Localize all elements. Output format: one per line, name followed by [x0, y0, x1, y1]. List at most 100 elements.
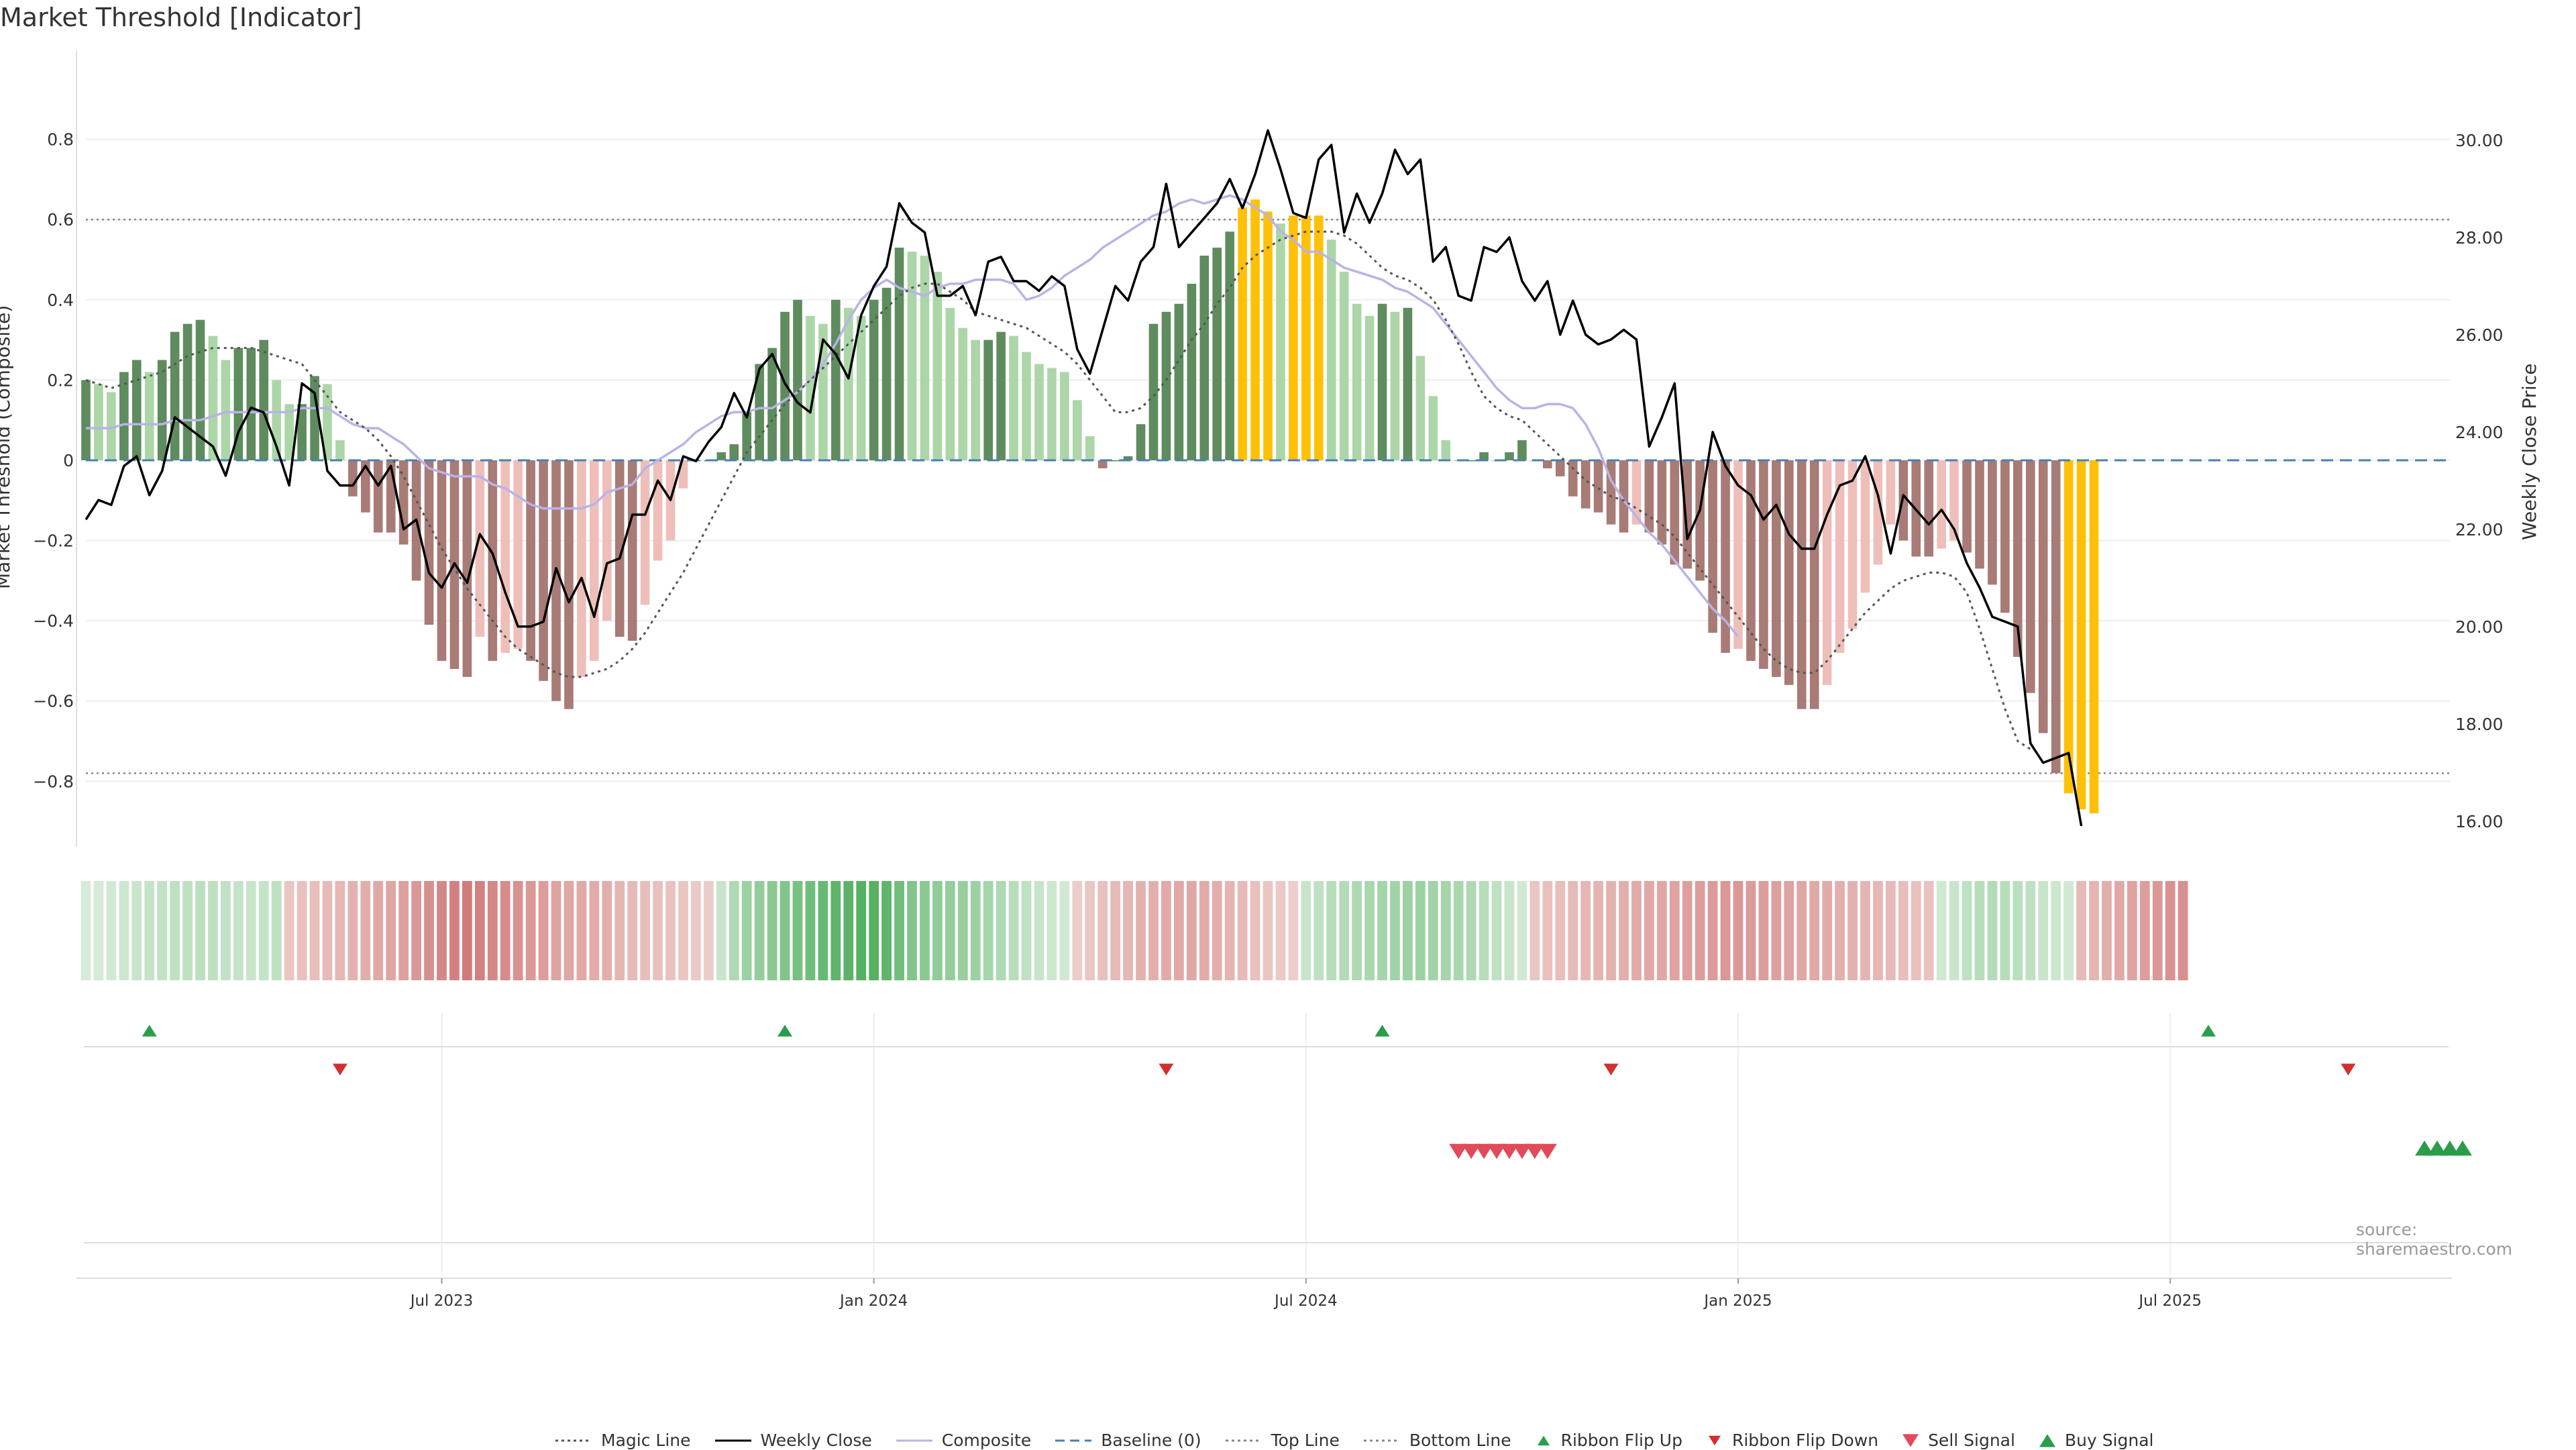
composite-bar — [1377, 303, 1387, 460]
composite-bar — [1136, 424, 1146, 460]
composite-bar — [2000, 460, 2010, 613]
composite-bar — [1937, 460, 1946, 549]
y-tick-label: −0.4 — [33, 611, 74, 631]
legend-item: Baseline (0) — [1054, 1431, 1201, 1450]
composite-bar — [246, 348, 256, 460]
composite-bar — [81, 380, 91, 460]
ribbon-cell — [1695, 881, 1705, 980]
ribbon-cell — [182, 881, 193, 980]
ribbon-cell — [1453, 881, 1464, 980]
ribbon-cell — [1517, 881, 1527, 980]
buy-signal-marker — [2428, 1140, 2447, 1156]
composite-bar — [1123, 456, 1133, 460]
composite-bar — [551, 460, 561, 701]
composite-bar — [1721, 460, 1730, 653]
composite-bar — [2038, 460, 2048, 733]
y-tick-label: −0.6 — [33, 692, 74, 711]
ribbon-flip-up-marker — [777, 1025, 793, 1037]
ribbon-cell — [678, 881, 688, 980]
composite-bar — [1949, 460, 1959, 541]
composite-bar — [373, 460, 383, 533]
y-tick-label: 0.6 — [47, 210, 74, 229]
composite-bar — [742, 412, 752, 460]
composite-bar — [310, 376, 319, 460]
legend-label: Weekly Close — [760, 1431, 872, 1450]
ribbon-cell — [195, 881, 205, 980]
ribbon-cell — [640, 881, 651, 980]
composite-bar — [1060, 372, 1069, 460]
composite-bar — [843, 307, 853, 460]
composite-bar — [831, 299, 841, 460]
ribbon-cell — [1949, 881, 1960, 980]
composite-bar — [894, 248, 904, 460]
sell-signal-marker — [1499, 1143, 1519, 1159]
ribbon-cell — [703, 881, 714, 980]
ribbon-cell — [360, 881, 371, 980]
composite-bar — [1479, 452, 1489, 460]
buy-signal-marker — [2440, 1140, 2459, 1156]
ribbon-cell — [309, 881, 320, 980]
composite-bar — [1276, 223, 1285, 460]
composite-bar — [335, 440, 345, 460]
sell-signal-marker — [1449, 1143, 1468, 1159]
ribbon-cell — [1352, 881, 1362, 980]
ribbon-cell — [1835, 881, 1845, 980]
ribbon-cell — [2165, 881, 2176, 980]
right-tick-label: 22.00 — [2455, 520, 2504, 539]
ribbon-cell — [398, 881, 409, 980]
ribbon-cell — [818, 881, 828, 980]
composite-bar — [1072, 400, 1082, 460]
ribbon-cell — [1784, 881, 1794, 980]
ribbon-cell — [1313, 881, 1324, 980]
ribbon-cell — [2127, 881, 2137, 980]
composite-bar — [233, 348, 244, 460]
ribbon-cell — [106, 881, 117, 980]
x-tick-label: Jan 2024 — [839, 1292, 908, 1310]
ribbon-cell — [1885, 881, 1896, 980]
x-tick-label: Jul 2025 — [2137, 1292, 2202, 1310]
ribbon-cell — [1263, 881, 1273, 980]
composite-bar — [1835, 460, 1845, 653]
ribbon-cell — [1186, 881, 1197, 980]
legend-item: Bottom Line — [1362, 1431, 1511, 1450]
sell-signal-marker — [1474, 1143, 1494, 1159]
composite-bar — [780, 311, 790, 460]
ribbon-cell — [2139, 881, 2150, 980]
ribbon-cell — [487, 881, 498, 980]
ribbon-cell — [246, 881, 256, 980]
legend-item: Weekly Close — [714, 1431, 872, 1450]
ribbon-cell — [1758, 881, 1769, 980]
ribbon-cell — [2025, 881, 2036, 980]
ribbon-flip-down-marker — [1603, 1064, 1619, 1076]
ribbon-cell — [1161, 881, 1171, 980]
legend-swatch — [1225, 1439, 1262, 1441]
right-tick-label: 16.00 — [2455, 812, 2504, 831]
ribbon-cell — [1046, 881, 1057, 980]
ribbon-cell — [1212, 881, 1222, 980]
ribbon-cell — [1873, 881, 1883, 980]
ribbon-cell — [996, 881, 1006, 980]
legend-swatch — [1363, 1439, 1400, 1441]
ribbon-cell — [767, 881, 777, 980]
composite-bar — [1313, 215, 1324, 460]
ribbon-cell — [564, 881, 574, 980]
composite-bar — [1238, 207, 1247, 460]
ribbon-cell — [1390, 881, 1400, 980]
ribbon-cell — [131, 881, 142, 980]
composite-bar — [1733, 460, 1743, 650]
ribbon-cell — [93, 881, 104, 980]
legend-swatch — [714, 1439, 751, 1441]
composite-bar — [539, 460, 548, 681]
ribbon-cell — [1428, 881, 1438, 980]
ribbon-cell — [1479, 881, 1489, 980]
ribbon-flip-down-marker — [2341, 1064, 2356, 1076]
composite-bar — [170, 331, 180, 460]
composite-bar — [297, 404, 307, 460]
ribbon-cell — [1237, 881, 1248, 980]
buy-signal-marker — [2415, 1140, 2434, 1156]
ribbon-cell — [373, 881, 384, 980]
composite-bar — [1339, 271, 1349, 460]
composite-bar — [1822, 460, 1832, 685]
legend-label: Composite — [941, 1431, 1032, 1450]
